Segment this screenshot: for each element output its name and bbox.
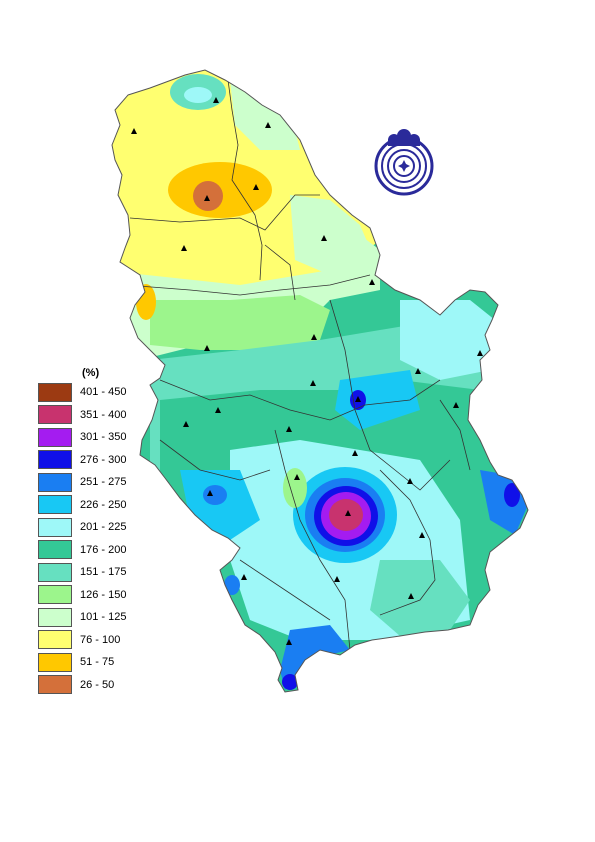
legend-label: 226 - 250 [80, 498, 127, 511]
station-marker [355, 396, 361, 402]
legend-item: 251 - 275 [38, 471, 168, 494]
station-marker [253, 184, 259, 190]
station-marker [311, 334, 317, 340]
legend-swatch [38, 382, 72, 402]
legend-item: 101 - 125 [38, 606, 168, 629]
legend-label: 101 - 125 [80, 611, 127, 624]
station-marker [286, 639, 292, 645]
legend-label: 251 - 275 [80, 476, 127, 489]
legend-item: 401 - 450 [38, 381, 168, 404]
legend-swatch [38, 517, 72, 537]
station-marker [321, 235, 327, 241]
legend-label: 151 - 175 [80, 566, 127, 579]
legend-item: 351 - 400 [38, 404, 168, 427]
legend-item: 51 - 75 [38, 651, 168, 674]
legend-item: 26 - 50 [38, 674, 168, 697]
legend-item: 226 - 250 [38, 494, 168, 517]
legend-item: 201 - 225 [38, 516, 168, 539]
legend-label: 76 - 100 [80, 633, 121, 646]
station-marker [215, 407, 221, 413]
institute-logo-icon [374, 129, 434, 196]
station-marker [207, 490, 213, 496]
station-marker [369, 279, 375, 285]
station-marker [213, 97, 219, 103]
station-marker [352, 450, 358, 456]
station-marker [453, 402, 459, 408]
legend-label: 351 - 400 [80, 408, 127, 421]
legend-label: 51 - 75 [80, 656, 115, 669]
legend-label: 201 - 225 [80, 521, 127, 534]
station-marker [183, 421, 189, 427]
legend-item: 76 - 100 [38, 629, 168, 652]
legend-label: 401 - 450 [80, 386, 127, 399]
legend-swatch [38, 562, 72, 582]
legend-label: 126 - 150 [80, 588, 127, 601]
legend-swatch [38, 585, 72, 605]
station-marker [407, 478, 413, 484]
legend-item: 176 - 200 [38, 539, 168, 562]
legend-swatch [38, 540, 72, 560]
station-marker [286, 426, 292, 432]
station-markers [131, 97, 483, 645]
legend-swatch [38, 607, 72, 627]
station-marker [415, 368, 421, 374]
legend-label: 276 - 300 [80, 453, 127, 466]
station-marker [345, 510, 351, 516]
legend-swatch [38, 427, 72, 447]
legend-swatch [38, 675, 72, 695]
station-marker [419, 532, 425, 538]
station-marker [294, 474, 300, 480]
legend-swatch [38, 495, 72, 515]
legend-swatch [38, 405, 72, 425]
legend-swatch [38, 450, 72, 470]
station-marker [477, 350, 483, 356]
legend-swatch [38, 472, 72, 492]
station-marker [334, 576, 340, 582]
legend-label: 26 - 50 [80, 678, 115, 691]
legend-item: 276 - 300 [38, 449, 168, 472]
legend-item: 126 - 150 [38, 584, 168, 607]
station-marker [310, 380, 316, 386]
station-marker [241, 574, 247, 580]
legend: (%) 401 - 450 351 - 400 301 - 350 276 - 300… [38, 365, 168, 696]
station-marker [265, 122, 271, 128]
legend-title: (%) [82, 367, 100, 379]
legend-label: 301 - 350 [80, 431, 127, 444]
station-marker [408, 593, 414, 599]
legend-item: 301 - 350 [38, 426, 168, 449]
legend-item: 151 - 175 [38, 561, 168, 584]
station-marker [204, 345, 210, 351]
legend-swatch [38, 630, 72, 650]
station-marker [181, 245, 187, 251]
legend-swatch [38, 652, 72, 672]
station-marker [204, 195, 210, 201]
station-marker [131, 128, 137, 134]
legend-label: 176 - 200 [80, 543, 127, 556]
